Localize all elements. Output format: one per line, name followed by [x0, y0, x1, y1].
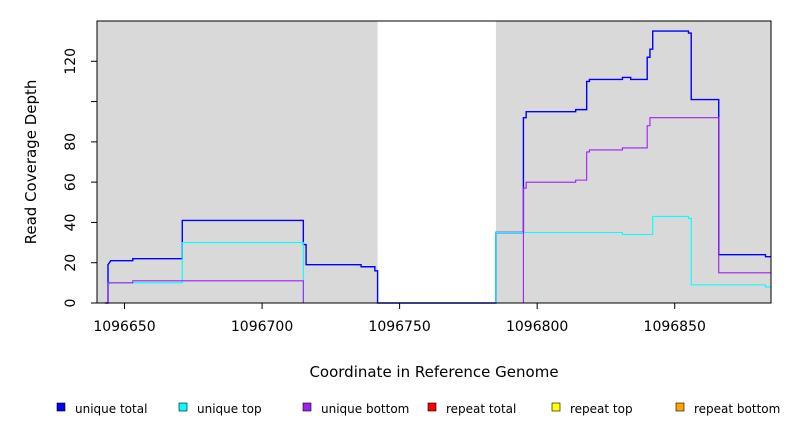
y-axis-title: Read Coverage Depth — [22, 80, 40, 245]
legend-label-repeat-bottom: repeat bottom — [694, 402, 780, 416]
y-tick-label: 80 — [63, 133, 79, 151]
plot-area-unshaded — [377, 21, 496, 303]
plot-background — [97, 21, 771, 303]
legend-swatch-repeat-total — [427, 402, 437, 412]
y-axis: 0 20 40 60 80 120 — [63, 48, 97, 308]
series-line-unique-bottom — [105, 117, 771, 304]
series-line-unique-total — [105, 30, 771, 304]
legend-swatch-repeat-top — [551, 402, 561, 412]
x-tick-label: 1096700 — [231, 319, 293, 335]
y-tick-label: 40 — [63, 214, 79, 232]
x-axis: 1096650 1096700 1096750 1096800 1096850 — [93, 303, 706, 335]
legend-swatch-unique-top — [178, 402, 188, 412]
legend-swatch-unique-total — [56, 402, 66, 412]
x-tick-label: 1096850 — [644, 319, 706, 335]
x-tick-label: 1096650 — [93, 319, 155, 335]
x-tick-label: 1096750 — [368, 319, 430, 335]
legend-label-repeat-total: repeat total — [446, 402, 516, 416]
legend-swatch-repeat-bottom — [675, 402, 685, 412]
x-axis-title: Coordinate in Reference Genome — [309, 363, 558, 381]
y-tick-label: 60 — [63, 173, 79, 191]
legend-swatch-unique-bottom — [302, 402, 312, 412]
y-tick-label: 20 — [63, 254, 79, 272]
plot-frame — [96, 20, 772, 304]
x-tick-label: 1096800 — [506, 319, 568, 335]
legend-label-repeat-top: repeat top — [570, 402, 633, 416]
y-tick-label: 120 — [63, 48, 79, 75]
legend-label-unique-top: unique top — [197, 402, 262, 416]
y-tick-label: 0 — [63, 299, 79, 308]
series-line-unique-top — [105, 215, 771, 304]
legend-label-unique-bottom: unique bottom — [321, 402, 409, 416]
legend-label-unique-total: unique total — [75, 402, 147, 416]
legend: unique total unique top unique bottom repea… — [56, 402, 780, 416]
